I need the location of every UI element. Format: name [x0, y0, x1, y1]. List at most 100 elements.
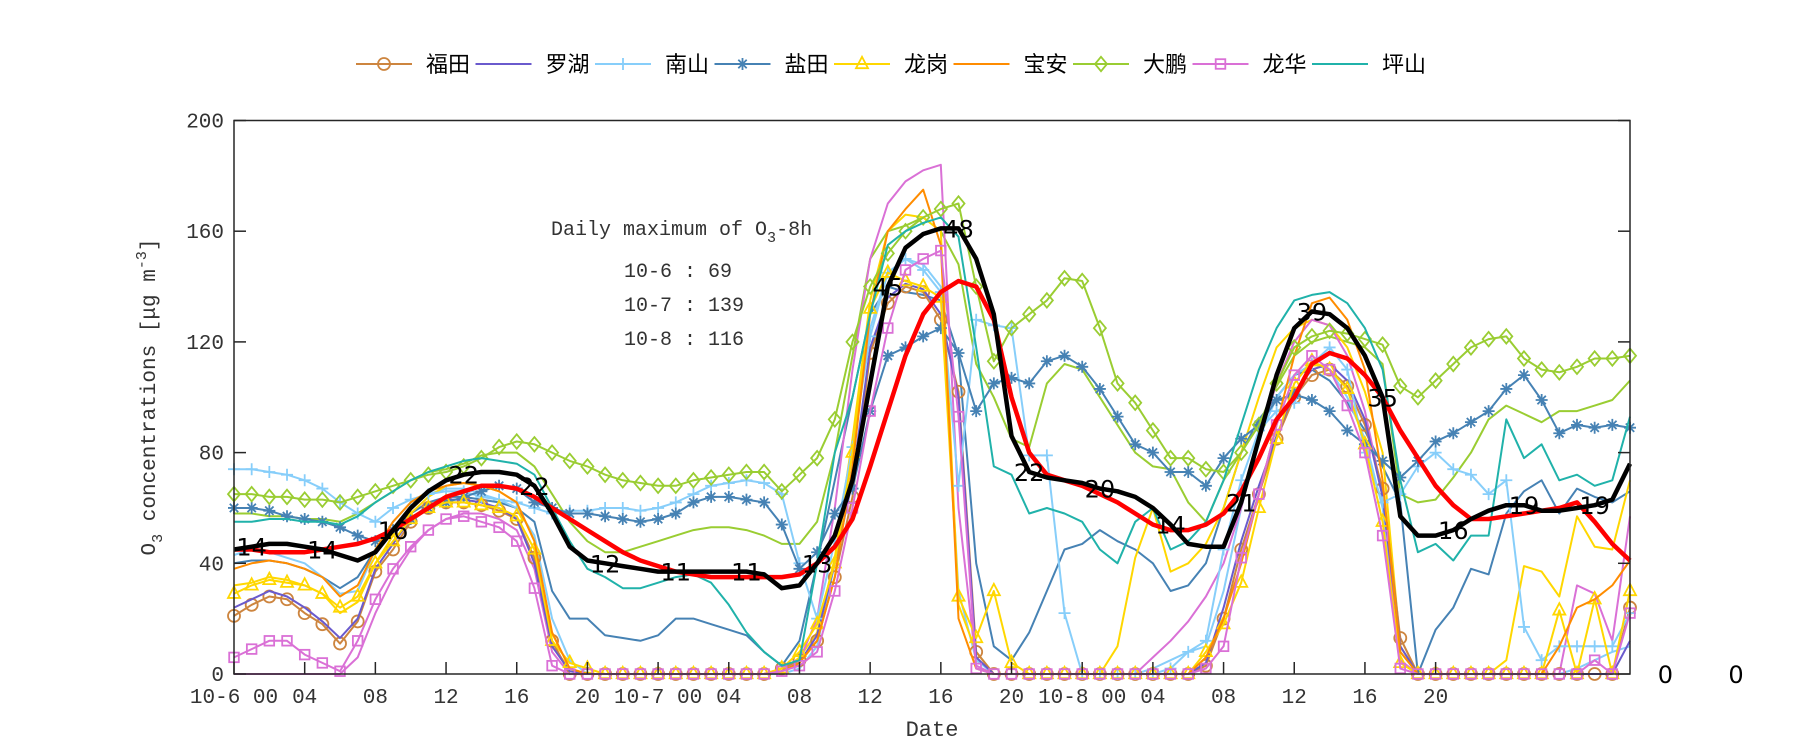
series-7-point: [668, 477, 683, 495]
series-7-point: [262, 488, 277, 506]
series-1-point: [350, 614, 365, 629]
series-3-point: [298, 474, 311, 487]
x-tick-label: 20: [999, 687, 1024, 710]
series-4-point: [1606, 418, 1619, 431]
series-4-point: [616, 513, 629, 526]
series-3-point: [1588, 640, 1601, 653]
series-7-point: [1075, 272, 1090, 290]
series-4-point: [263, 504, 276, 517]
series-3-point: [1517, 620, 1530, 633]
series-8-point: [316, 657, 329, 669]
series-4-point: [1588, 421, 1601, 434]
series-8-point: [935, 244, 947, 257]
series-7-point: [1145, 421, 1161, 440]
x-tick-label: 10-7 00: [614, 687, 702, 710]
series-4-point: [917, 330, 930, 343]
x-tick-label: 08: [787, 687, 812, 710]
legend-item-5: 龙岗: [834, 53, 948, 78]
annotation-title: Daily maximum of O3-8h: [551, 219, 812, 247]
series-7-point: [915, 208, 931, 226]
series-5-point: [332, 598, 348, 613]
series-4-point: [722, 490, 735, 503]
legend-item-6: 宝安: [953, 53, 1068, 78]
point-label: 11: [660, 559, 691, 587]
point-label: 22: [1014, 459, 1045, 487]
series-4-point: [581, 507, 594, 520]
series-8-point: [263, 635, 276, 647]
y-axis-label-base: O: [139, 543, 162, 556]
series-7-point: [1039, 291, 1055, 309]
series-4-point: [1129, 438, 1142, 451]
series-4-point: [1270, 394, 1283, 407]
series-9-line: [234, 216, 1631, 667]
legend-label: 罗湖: [546, 53, 590, 78]
series-3-point: [1500, 474, 1513, 487]
series-7-point: [1057, 269, 1072, 287]
series-8-point: [298, 648, 311, 661]
red-series: [234, 278, 1632, 580]
legend: 福田 罗湖 南山 盐田 龙岗 宝安 大鹏 龙华 坪山: [356, 53, 1426, 78]
series-1-point: [315, 617, 330, 632]
series-3-point: [1182, 645, 1195, 658]
point-label: 11: [731, 559, 762, 587]
series-4-point: [1164, 465, 1177, 478]
x-tick-label: 16: [1352, 687, 1377, 710]
series-7-point: [474, 449, 489, 467]
series-7-point: [809, 449, 825, 467]
series-8-point: [334, 665, 346, 677]
series-4-point: [563, 507, 576, 520]
annotation-title-sub: 3: [767, 230, 776, 247]
series-8-point: [917, 253, 929, 265]
series-4-point: [987, 377, 1000, 390]
legend-item-2: 罗湖: [475, 53, 590, 78]
series-7-point: [1393, 377, 1408, 395]
point-label: 12: [590, 550, 621, 578]
legend-item-7: 大鹏: [1073, 53, 1187, 78]
series-4-point: [934, 322, 947, 335]
series-4-point: [952, 346, 965, 359]
legend-label: 福田: [426, 53, 470, 78]
series-8-point: [1323, 363, 1336, 376]
series-7-point: [650, 477, 666, 495]
series-7-point: [297, 491, 312, 509]
annotation-title-end: -8h: [776, 219, 812, 242]
legend-item-4: 盐田: [714, 53, 829, 78]
series-7-point: [1516, 349, 1532, 368]
series-4-point: [281, 510, 294, 523]
series-3-point: [1040, 449, 1053, 462]
series-4-point: [1111, 410, 1124, 423]
series-7-point: [721, 466, 736, 484]
legend-label: 龙岗: [904, 53, 948, 78]
series-7-point: [562, 452, 577, 470]
series-6: [233, 188, 1631, 675]
series-4-point: [899, 341, 912, 354]
series-4-point: [1464, 416, 1477, 429]
series-5-point: [491, 498, 507, 514]
series-7-point: [1128, 394, 1143, 412]
series-5-point: [1339, 379, 1355, 395]
point-label: 19: [1579, 492, 1610, 520]
y-axis-label-sub: 3: [150, 534, 167, 543]
series-4-point: [1517, 369, 1530, 382]
series-7-point: [1605, 349, 1620, 368]
series-7-point: [1110, 374, 1125, 393]
series-5-point: [915, 277, 931, 292]
point-label: 14: [236, 534, 267, 562]
x-tick-label: 08: [363, 687, 388, 710]
legend-plus-icon: [617, 58, 629, 70]
black-series-line: [233, 226, 1633, 591]
series-4-point: [793, 562, 806, 575]
series-7-point: [580, 457, 595, 476]
point-label: 21: [1226, 489, 1257, 517]
series-7-point: [827, 410, 842, 428]
point-label: 22: [519, 473, 550, 501]
series-5-point: [385, 532, 401, 547]
series-4-point: [740, 493, 753, 506]
series-7-point: [1004, 319, 1019, 337]
series-4-point: [758, 496, 771, 509]
y-axis-label: O3 concentrations [μg m-3]: [134, 239, 167, 556]
series-7-point: [544, 443, 560, 462]
series-8-point: [528, 582, 541, 594]
